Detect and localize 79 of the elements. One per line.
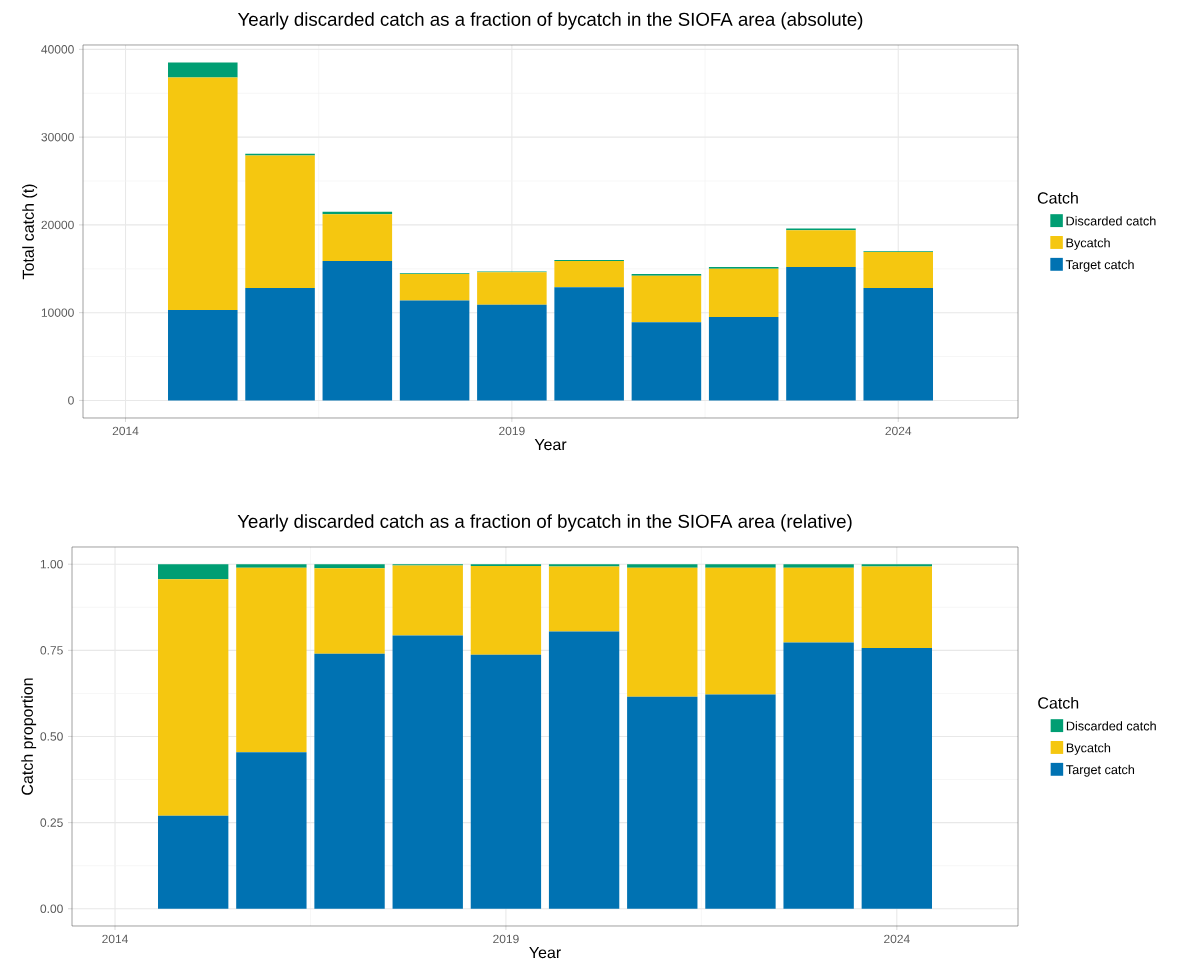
bar: [863, 252, 934, 289]
bar: [861, 647, 933, 909]
y-tick-label: 0: [68, 396, 74, 405]
legend-label: Discarded catch: [1066, 216, 1156, 226]
y-axis-title: Total catch (t): [22, 184, 38, 280]
bar: [158, 815, 229, 909]
legend-label: Target catch: [1065, 259, 1134, 272]
y-tick-label: 10000: [41, 308, 74, 317]
bar: [168, 310, 238, 401]
y-tick-label: 30000: [41, 132, 74, 142]
bar: [314, 653, 385, 909]
y-tick-label: 0.50: [40, 732, 63, 741]
legend-label: Bycatch: [1066, 743, 1111, 755]
bar: [477, 272, 547, 305]
legend-title: Catch: [1038, 696, 1079, 709]
bar: [168, 62, 238, 78]
bar: [548, 564, 620, 567]
bar: [477, 304, 547, 401]
bar: [470, 654, 542, 909]
bar: [314, 564, 385, 569]
bar: [554, 260, 624, 288]
bar: [786, 230, 856, 268]
bar: [399, 274, 470, 301]
x-tick-label: 2019: [499, 426, 525, 436]
bar: [236, 567, 307, 753]
x-tick-label: 2014: [102, 934, 128, 944]
bar: [708, 268, 779, 318]
y-axis-title: Catch proportion: [21, 678, 37, 795]
y-tick-label: 20000: [41, 220, 74, 230]
bar: [783, 567, 854, 643]
bar: [631, 322, 702, 401]
bar: [786, 267, 856, 401]
bar: [158, 564, 229, 580]
bar: [861, 566, 933, 648]
bar: [322, 214, 393, 261]
bar: [322, 260, 393, 401]
bar: [631, 275, 702, 323]
legend-title: Catch: [1037, 191, 1078, 204]
bar: [705, 564, 776, 568]
x-tick-label: 2024: [884, 934, 910, 944]
bar: [392, 635, 463, 909]
bar: [554, 287, 624, 401]
x-tick-label: 2024: [885, 426, 912, 436]
y-tick-label: 0.25: [40, 818, 63, 827]
chart-title: Yearly discarded catch as a fraction of bycatch in the SIOFA area (relative): [237, 514, 852, 532]
bar: [236, 752, 307, 909]
bar: [705, 567, 776, 695]
bar: [627, 564, 698, 568]
bar: [861, 564, 933, 567]
bar: [236, 564, 307, 568]
bar: [168, 77, 238, 311]
bar: [548, 566, 620, 632]
bar: [470, 565, 542, 655]
y-tick-label: 0.00: [40, 904, 63, 914]
x-tick-label: 2014: [112, 426, 139, 436]
x-tick-label: 2019: [493, 934, 519, 944]
bar: [245, 288, 315, 401]
y-tick-label: 1.00: [40, 559, 63, 569]
legend-label: Target catch: [1066, 764, 1135, 777]
bar: [627, 696, 698, 909]
bar: [399, 300, 470, 401]
bar: [783, 564, 854, 568]
bar: [392, 565, 463, 636]
bar: [245, 155, 315, 289]
chart-title: Yearly discarded catch as a fraction of bycatch in the SIOFA area (absolute): [237, 12, 863, 30]
legend-label: Bycatch: [1066, 238, 1110, 250]
bar: [708, 317, 779, 401]
x-axis-title: Year: [534, 439, 567, 451]
bar: [705, 694, 776, 909]
y-tick-label: 0.75: [40, 646, 63, 655]
bar: [627, 567, 698, 697]
bar: [548, 631, 620, 909]
x-axis-title: Year: [529, 947, 561, 959]
y-tick-label: 40000: [41, 45, 74, 54]
bar: [314, 568, 385, 654]
bar: [158, 579, 229, 816]
bar: [783, 642, 854, 909]
legend-label: Discarded catch: [1066, 721, 1156, 731]
bar: [863, 288, 934, 401]
